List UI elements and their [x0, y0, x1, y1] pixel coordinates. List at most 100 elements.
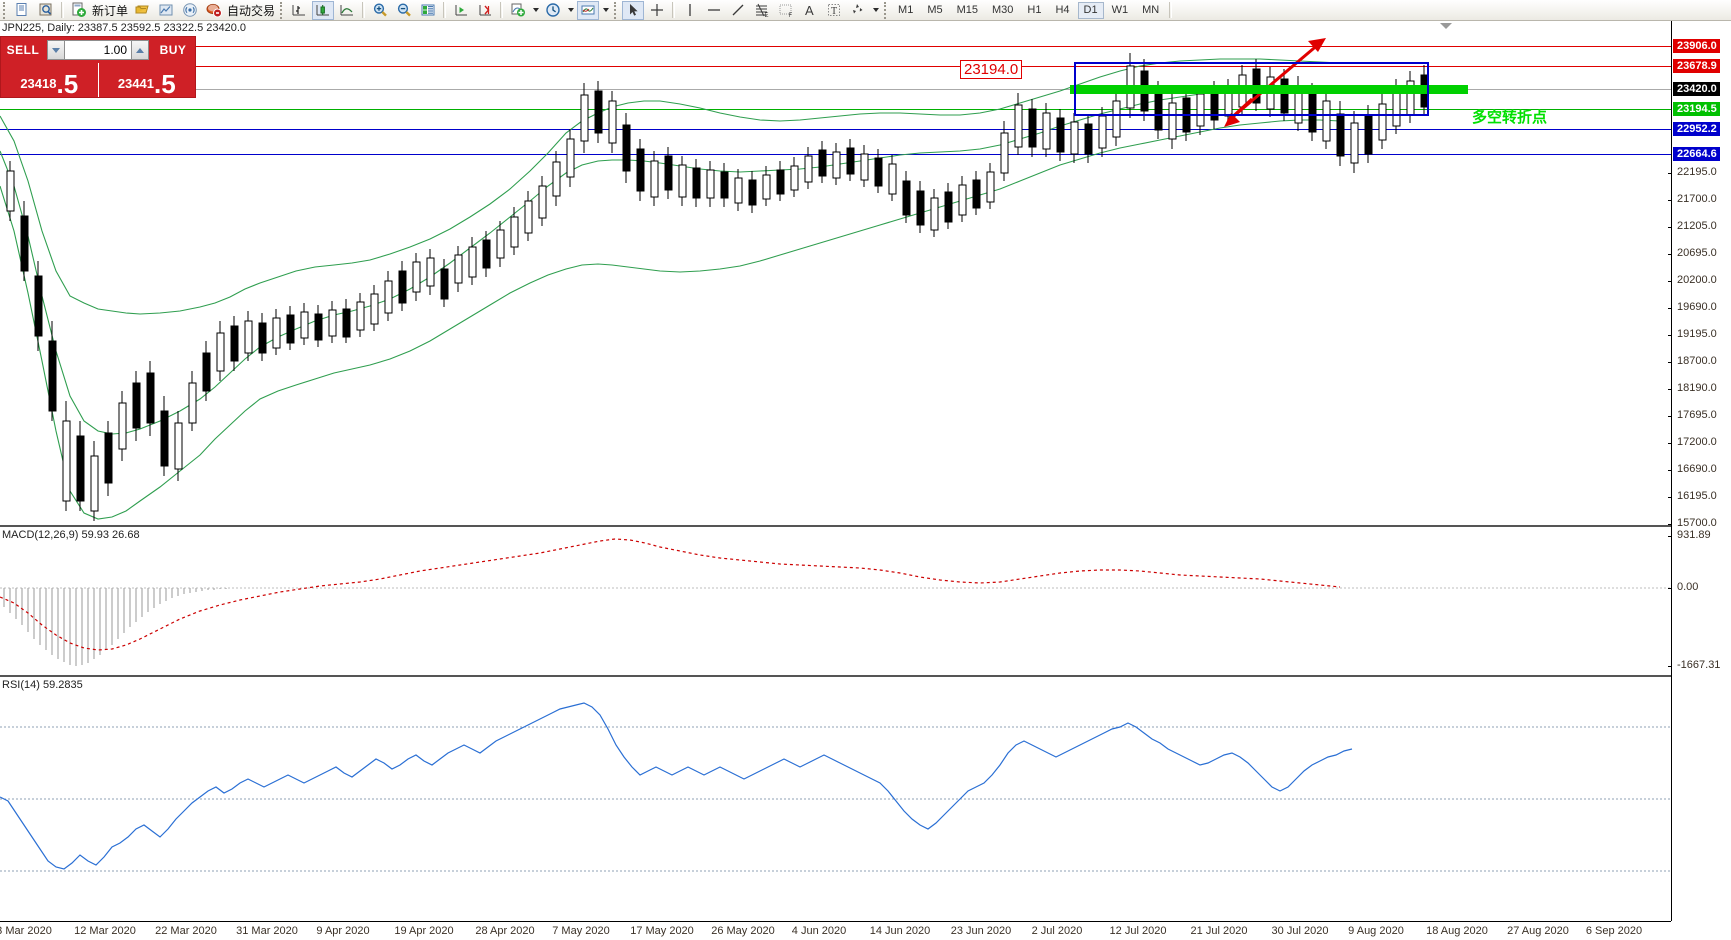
toolbar-grip-3[interactable]: [614, 1, 618, 19]
bar-chart-icon[interactable]: [288, 1, 310, 20]
autotrade-icon[interactable]: [203, 1, 225, 20]
price-tag-23906[interactable]: 23906.0: [1673, 39, 1720, 53]
candle-series: [6, 53, 1429, 521]
toolbar-separator-6: [1169, 2, 1173, 18]
new-order-icon[interactable]: [68, 1, 90, 20]
macd-signal-line: [0, 538, 1341, 651]
date-tick-6: 28 Apr 2020: [475, 925, 535, 937]
one-click-trading-panel[interactable]: SELL 1.00 BUY 23418.5 23441.5: [0, 36, 196, 98]
order-panel-top-row: SELL 1.00 BUY: [1, 37, 195, 63]
toolbar-grip-2[interactable]: [280, 1, 284, 19]
date-tick-11: 14 Jun 2020: [869, 925, 931, 937]
date-tick-20: 6 Sep 2020: [1585, 925, 1643, 937]
price-tick-21700: 21700.0: [1668, 193, 1717, 205]
volume-decrease-button[interactable]: [47, 40, 65, 60]
toolbar-separator-4: [500, 2, 504, 18]
price-pane[interactable]: 23194.0 多空转折点: [0, 21, 1671, 521]
trendline-icon[interactable]: [727, 1, 749, 20]
buy-label[interactable]: BUY: [159, 43, 187, 57]
cursor-icon[interactable]: [622, 0, 645, 20]
zoom-out-icon[interactable]: [393, 1, 415, 20]
volume-stepper[interactable]: 1.00: [47, 40, 149, 60]
fibonacci-icon[interactable]: E: [751, 1, 773, 20]
date-tick-10: 4 Jun 2020: [791, 925, 847, 937]
date-tick-0: 3 Mar 2020: [0, 925, 52, 937]
price-axis[interactable]: 23906.0 23678.9 23420.0 23194.5 22952.2 …: [1667, 21, 1731, 921]
timeframe-m1[interactable]: M1: [898, 3, 914, 16]
grid-icon[interactable]: [417, 1, 439, 20]
price-tick-20695: 20695.0: [1668, 247, 1717, 259]
template-icon[interactable]: [155, 1, 177, 20]
price-tag-22952[interactable]: 22952.2: [1673, 122, 1720, 136]
date-tick-9: 26 May 2020: [711, 925, 775, 937]
objects-icon[interactable]: [847, 1, 869, 20]
timeframe-mn[interactable]: MN: [1142, 3, 1160, 16]
timeframe-d1[interactable]: D1: [1077, 1, 1104, 19]
zoom-in-icon[interactable]: [369, 1, 391, 20]
chart-scroll-caret[interactable]: [1440, 23, 1452, 29]
crosshair-icon[interactable]: [646, 1, 668, 20]
macd-chart-svg: [0, 538, 1671, 666]
shift-end-icon[interactable]: [474, 1, 496, 20]
date-tick-19: 27 Aug 2020: [1507, 925, 1569, 937]
timeframe-m30[interactable]: M30: [992, 3, 1014, 16]
macd-label: MACD(12,26,9) 59.93 26.68: [2, 529, 140, 541]
buy-button[interactable]: 23441.5: [97, 63, 196, 97]
magnifier-data-icon[interactable]: [35, 1, 57, 20]
sell-price-decimal: .5: [56, 69, 79, 99]
sell-button[interactable]: 23418.5: [1, 63, 98, 97]
timeframe-m15[interactable]: M15: [956, 3, 978, 16]
date-axis[interactable]: 3 Mar 2020 12 Mar 2020 22 Mar 2020 31 Ma…: [0, 921, 1671, 940]
toolbar-grip-4[interactable]: [884, 1, 888, 19]
timeframe-w1[interactable]: W1: [1111, 3, 1129, 16]
vline-icon[interactable]: [679, 1, 701, 20]
templates-dropdown-caret[interactable]: [600, 1, 611, 20]
turning-point-text-annotation[interactable]: 多空转折点: [1472, 108, 1548, 126]
macd-tick-neg1667: -1667.31: [1667, 659, 1720, 671]
autotrade-label[interactable]: 自动交易: [227, 3, 276, 18]
toolbar-grip[interactable]: [3, 1, 7, 19]
buy-price-integer: 23441: [117, 76, 154, 91]
macd-tick-931: 931.89: [1668, 529, 1711, 541]
signal-icon[interactable]: [179, 1, 201, 20]
consolidation-rectangle-annotation[interactable]: [1074, 62, 1429, 116]
label-icon[interactable]: T: [823, 1, 845, 20]
sell-price-integer: 23418: [20, 76, 57, 91]
sell-label[interactable]: SELL: [6, 43, 40, 57]
candlestick-icon[interactable]: [312, 0, 335, 20]
pane-divider-rsi[interactable]: [0, 675, 1671, 677]
period-dropdown-caret[interactable]: [565, 1, 576, 20]
macd-pane[interactable]: MACD(12,26,9) 59.93 26.68: [0, 529, 1671, 673]
text-icon[interactable]: A: [799, 1, 821, 20]
hline-icon[interactable]: [703, 1, 725, 20]
price-tag-last-23420[interactable]: 23420.0: [1673, 82, 1720, 96]
timeframe-h4[interactable]: H4: [1055, 3, 1070, 16]
period-clock-icon[interactable]: [542, 1, 564, 20]
indicators-dropdown-caret[interactable]: [530, 1, 541, 20]
price-tag-23194[interactable]: 23194.5: [1673, 102, 1720, 116]
timeframe-m5[interactable]: M5: [927, 3, 943, 16]
objects-dropdown-caret[interactable]: [870, 1, 881, 20]
volume-value[interactable]: 1.00: [65, 40, 131, 60]
timeframe-h1[interactable]: H1: [1027, 3, 1042, 16]
indicators-add-icon[interactable]: [507, 1, 529, 20]
channel-icon[interactable]: F: [775, 1, 797, 20]
shift-start-icon[interactable]: [450, 1, 472, 20]
price-label-annotation[interactable]: 23194.0: [960, 60, 1023, 79]
rsi-pane[interactable]: RSI(14) 59.2835 100 80 50 20: [0, 679, 1671, 921]
document-icon[interactable]: [11, 1, 33, 20]
folder-yellow-icon[interactable]: [131, 1, 153, 20]
chart-area[interactable]: JPN225, Daily: 23387.5 23592.5 23322.5 2…: [0, 21, 1731, 940]
svg-text:E: E: [765, 13, 769, 18]
line-chart-icon[interactable]: [336, 1, 358, 20]
new-order-label[interactable]: 新订单: [92, 3, 129, 18]
pane-divider-macd[interactable]: [0, 525, 1671, 527]
main-toolbar: 新订单 自动交易: [0, 0, 1731, 21]
price-tick-20200: 20200.0: [1668, 274, 1717, 286]
toolbar-separator-3: [443, 2, 447, 18]
templates-icon[interactable]: [577, 0, 600, 20]
date-tick-13: 2 Jul 2020: [1031, 925, 1083, 937]
price-tag-23678[interactable]: 23678.9: [1673, 59, 1720, 73]
price-tag-22664[interactable]: 22664.6: [1673, 147, 1720, 161]
volume-increase-button[interactable]: [131, 40, 149, 60]
